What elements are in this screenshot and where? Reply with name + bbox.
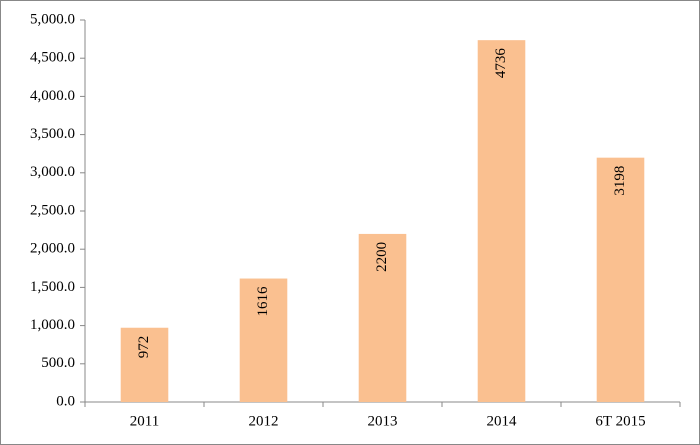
data-label: 3198 — [612, 166, 628, 196]
x-tick-label: 2012 — [249, 413, 279, 429]
bar — [477, 40, 526, 402]
x-tick-label: 2011 — [130, 413, 159, 429]
bar — [120, 327, 169, 402]
data-label: 972 — [136, 336, 152, 359]
x-tick-label: 6T 2015 — [595, 413, 645, 429]
x-tick-label: 2014 — [487, 413, 518, 429]
bar — [596, 157, 645, 402]
y-tick-label: 2,500.0 — [30, 202, 75, 218]
y-tick-label: 1,500.0 — [30, 279, 75, 295]
data-label: 2200 — [374, 242, 390, 272]
y-tick-label: 5,000.0 — [30, 11, 75, 27]
y-tick-label: 3,000.0 — [30, 164, 75, 180]
bar — [358, 233, 407, 402]
y-tick-label: 1,000.0 — [30, 317, 75, 333]
data-label: 1616 — [255, 286, 271, 317]
y-tick-label: 500.0 — [41, 355, 75, 371]
y-tick-label: 4,500.0 — [30, 50, 75, 66]
data-label: 4736 — [493, 48, 509, 79]
y-tick-label: 0.0 — [56, 393, 75, 409]
x-tick-label: 2013 — [368, 413, 398, 429]
y-tick-label: 2,000.0 — [30, 241, 75, 257]
y-tick-label: 3,500.0 — [30, 126, 75, 142]
y-tick-label: 4,000.0 — [30, 88, 75, 104]
bar — [239, 278, 288, 402]
